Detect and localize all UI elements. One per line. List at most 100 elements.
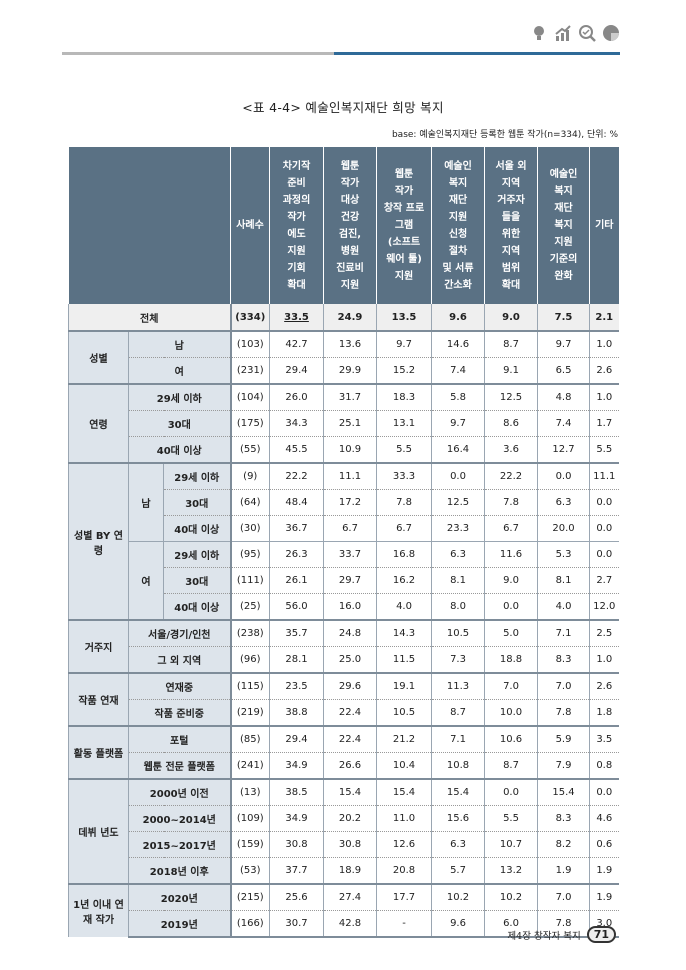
column-header-line: 작가 [287, 211, 306, 223]
value-cell: 13.5 [376, 304, 432, 332]
value-cell: - [376, 910, 432, 938]
value: 4.6 [596, 813, 613, 824]
value-cell: 7.1 [537, 619, 590, 647]
value-cell: 8.1 [431, 567, 485, 594]
value-cell: 25.6 [269, 883, 324, 911]
value: 9.7 [555, 339, 572, 350]
value-cell: 5.0 [484, 619, 538, 647]
value-cell: 34.9 [269, 752, 324, 779]
row-label: 여 [127, 357, 231, 384]
value-cell: 15.4 [537, 778, 590, 806]
row-label: 2015~2017년 [127, 831, 231, 858]
value: 9.6 [449, 311, 467, 323]
value: 22.4 [338, 707, 362, 718]
value: 22.2 [499, 471, 523, 482]
value-cell: 20.2 [323, 805, 377, 832]
value: 38.5 [285, 787, 308, 798]
value: 8.7 [503, 339, 519, 350]
value: 7.8 [555, 707, 572, 718]
value-cell: 10.9 [323, 436, 377, 463]
column-header-line: (소프트 [387, 237, 421, 248]
value-cell: 24.8 [323, 619, 377, 647]
value: 10.7 [499, 839, 523, 850]
value-cell: 11.5 [376, 646, 432, 673]
value-cell: 9.6 [431, 304, 485, 332]
value: 8.3 [555, 654, 572, 665]
value-cell: 29.7 [323, 567, 377, 594]
case-count: (104) [229, 383, 270, 411]
table-title: <표 4-4> 예술인복지재단 희망 복지 [242, 100, 444, 115]
value: 26.1 [285, 575, 308, 586]
value: 31.7 [338, 392, 362, 403]
value-cell: 17.2 [323, 489, 377, 516]
value-cell: 16.0 [323, 593, 377, 620]
case-count: (64) [229, 489, 270, 516]
table-row: 웹툰 전문 플랫폼 (241) 34.9 26.6 10.4 10.8 8.7 7.9 0.8 [69, 752, 619, 779]
row-label: 작품 준비중 [127, 699, 231, 726]
value: 0.0 [596, 497, 613, 508]
value-cell: 6.3 [431, 831, 485, 858]
value: 11.0 [392, 813, 416, 824]
table-row: 1년 이내 연재 작가 2020년 (215) 25.6 27.4 17.7 10.2 10.… [68, 883, 619, 937]
table-row: 30대 (111) 26.1 29.7 16.2 8.1 9.0 8.1 2.7 [69, 567, 619, 594]
value: 20.0 [552, 523, 575, 534]
row-label: 40대 이상 [127, 436, 231, 463]
column-header-line: 완화 [554, 271, 573, 282]
value-cell: 37.7 [269, 857, 324, 884]
row-label: 40대 이상 [162, 593, 231, 620]
value: 4.0 [396, 601, 412, 612]
value-cell: 42.7 [269, 330, 324, 358]
value-cell: 20.0 [537, 515, 590, 542]
value: 15.6 [446, 813, 470, 824]
header-row: 사례수 차기작 준비 과정의 작가 에도 지원 기회 확대 웹툰 작가 대상 건강 검진, 병원 진료비 지원 웹… [67, 147, 619, 304]
case-count: (219) [229, 699, 270, 726]
value: 33.3 [392, 471, 416, 482]
value: 2.6 [596, 681, 613, 692]
case-count: (159) [229, 831, 270, 858]
value: 12.7 [552, 444, 575, 455]
value-cell: 0.0 [431, 462, 485, 490]
value-cell: 23.3 [431, 515, 485, 542]
row-label: 웹툰 전문 플랫폼 [127, 752, 231, 779]
value: 2.1 [595, 311, 614, 323]
value: 11.3 [446, 681, 470, 692]
case-count: (109) [229, 805, 270, 832]
value-cell: 4.0 [376, 593, 432, 620]
value-cell: 15.4 [431, 778, 485, 806]
header-rule-gray [62, 52, 334, 55]
value: 24.8 [338, 628, 362, 639]
value-cell: 22.4 [323, 725, 377, 753]
value-cell: 15.4 [376, 778, 432, 806]
group-label: 데뷔 년도 [68, 778, 129, 884]
value: 1.7 [596, 418, 613, 429]
value: 13.6 [338, 339, 362, 350]
value-cell: 15.6 [431, 805, 485, 832]
value-cell: 0.0 [589, 489, 619, 516]
value: 8.7 [450, 707, 466, 718]
case-count: (95) [229, 541, 270, 568]
value-cell: 26.1 [269, 567, 324, 594]
value: 56.0 [285, 601, 308, 612]
column-header-line: 작가 [340, 177, 360, 189]
row-label: 그 외 지역 [127, 646, 231, 673]
value: 2.5 [596, 628, 613, 639]
value: 11.6 [499, 549, 523, 560]
value-cell: 1.9 [589, 883, 619, 911]
value-cell: 56.0 [269, 593, 324, 620]
header-blank [67, 147, 231, 304]
value: 0.0 [450, 471, 466, 482]
value-cell: 0.0 [537, 462, 590, 490]
row-label: 2018년 이후 [127, 857, 231, 884]
table-row: 작품 연재 연재중 (115) 23.5 29.6 19.1 11.3 7.0 7.0 2.6 [68, 672, 619, 726]
column-header-line: 복지 [554, 220, 573, 231]
value-cell: 22.2 [484, 462, 538, 490]
value: 29.4 [285, 734, 308, 745]
value: 14.3 [392, 628, 416, 639]
value: 3.6 [503, 444, 519, 455]
column-header-line: 창작 프로 [383, 203, 425, 214]
value: 38.8 [285, 707, 308, 718]
column-header-line: 검진, [338, 228, 362, 240]
table-row: 성별 남 (103) 42.7 13.6 9.7 14.6 8.7 9.7 1.0 [68, 330, 619, 384]
value: 10.6 [499, 734, 523, 745]
value-cell: 14.6 [431, 330, 485, 358]
